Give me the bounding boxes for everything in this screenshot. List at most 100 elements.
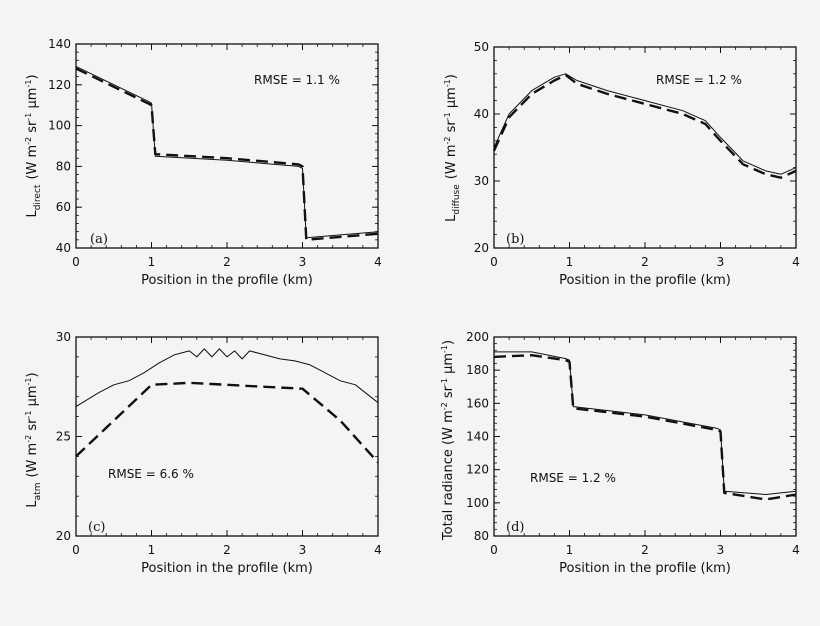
y-tick-label: 50 xyxy=(474,40,489,54)
series-line-reference xyxy=(75,65,379,239)
y-label-main: L xyxy=(25,500,40,508)
y-label-exponent: -2 xyxy=(443,137,452,145)
x-tick-label: 4 xyxy=(374,255,382,269)
y-label-unit: sr xyxy=(444,120,459,137)
series-line-reference xyxy=(493,73,797,175)
y-axis-label: Latm(W m-2 sr-1 μm-1) xyxy=(24,372,43,507)
x-tick-label: 0 xyxy=(72,543,80,557)
y-label-unit: μm xyxy=(441,353,456,378)
series-line-model xyxy=(493,354,797,501)
panel-b: 0 1 2 3 4 20 30 40 50 Position in the profile (km… xyxy=(443,40,800,288)
x-axis-label: Position in the profile (km) xyxy=(141,273,313,288)
x-tick-label: 4 xyxy=(374,543,382,557)
rmse-annotation: RMSE = 6.6 % xyxy=(108,467,194,481)
y-tick-label: 30 xyxy=(474,174,489,188)
plot-frame xyxy=(493,46,797,249)
plot-frame xyxy=(75,336,379,537)
x-tick-label: 0 xyxy=(490,255,498,269)
series-line-model xyxy=(75,381,379,464)
y-label-main: L xyxy=(25,210,40,218)
y-tick-label: 40 xyxy=(56,241,71,255)
y-axis-label: Ldiffuse(W m-2 sr-1 μm-1) xyxy=(443,74,462,222)
y-label-exponent: -2 xyxy=(24,137,33,145)
y-label-subscript: direct xyxy=(33,184,43,210)
x-tick-label: 1 xyxy=(148,255,156,269)
y-label-unit: ) xyxy=(25,74,40,79)
series-line-reference xyxy=(494,351,797,495)
x-tick-label: 0 xyxy=(490,543,498,557)
y-label-unit: (W m xyxy=(25,145,40,180)
y-label-unit: ) xyxy=(25,372,40,377)
y-axis-label: Ldirect(W m-2 sr-1 μm-1) xyxy=(24,74,43,217)
y-label-unit: ) xyxy=(444,74,459,79)
panel-c: 0 1 2 3 4 20 25 30 Position in the profile (km) L… xyxy=(24,330,382,576)
x-tick-label: 2 xyxy=(641,543,649,557)
panel-label: (d) xyxy=(506,520,524,535)
y-label-exponent: -2 xyxy=(24,435,33,443)
y-label-exponent: -1 xyxy=(24,411,33,419)
series-line-reference xyxy=(75,348,379,408)
x-tick-label: 3 xyxy=(299,543,307,557)
plot-frame xyxy=(493,336,797,537)
y-label-unit: μm xyxy=(25,385,40,410)
y-label-exponent: -1 xyxy=(24,113,33,121)
x-axis-label: Position in the profile (km) xyxy=(559,561,731,576)
x-axis-label: Position in the profile (km) xyxy=(559,273,731,288)
y-label-exponent: -1 xyxy=(443,112,452,120)
y-tick-label: 180 xyxy=(466,363,489,377)
y-tick-label: 30 xyxy=(56,330,71,344)
x-tick-label: 3 xyxy=(717,255,725,269)
y-label-exponent: -1 xyxy=(24,378,33,386)
y-tick-label: 40 xyxy=(474,107,489,121)
x-axis-label: Position in the profile (km) xyxy=(141,561,313,576)
panel-d: 0 1 2 3 4 80 100 120 140 160 180 200 Position in the… xyxy=(440,330,800,576)
y-label-subscript: diffuse xyxy=(452,184,462,215)
y-tick-label: 25 xyxy=(56,430,71,444)
x-tick-label: 3 xyxy=(717,543,725,557)
y-tick-label: 100 xyxy=(48,119,71,133)
x-tick-label: 2 xyxy=(641,255,649,269)
y-tick-label: 80 xyxy=(474,529,489,543)
y-label-unit: sr xyxy=(25,418,40,435)
y-label-exponent: -1 xyxy=(440,378,449,386)
y-label-unit: (W m xyxy=(25,443,40,478)
x-tick-label: 3 xyxy=(299,255,307,269)
series-line-model xyxy=(492,73,797,179)
y-label-exponent: -1 xyxy=(440,345,449,353)
x-tick-label: 2 xyxy=(223,543,231,557)
rmse-annotation: RMSE = 1.2 % xyxy=(530,471,616,485)
x-tick-label: 1 xyxy=(566,255,574,269)
y-label-unit: sr xyxy=(441,385,456,402)
x-tick-label: 0 xyxy=(72,255,80,269)
panel-a: 0 1 2 3 4 40 60 80 100 120 140 Position in the prof… xyxy=(24,37,382,288)
x-tick-label: 4 xyxy=(792,255,800,269)
y-tick-label: 140 xyxy=(466,430,489,444)
x-tick-label: 1 xyxy=(566,543,574,557)
y-label-main: L xyxy=(444,214,459,222)
y-tick-label: 120 xyxy=(466,463,489,477)
y-axis-label: Total radiance (W m-2 sr-1 μm-1) xyxy=(440,340,456,541)
y-tick-label: 160 xyxy=(466,396,489,410)
rmse-annotation: RMSE = 1.2 % xyxy=(656,73,742,87)
series-line-model xyxy=(75,67,379,242)
y-tick-label: 80 xyxy=(56,159,71,173)
y-label-exponent: -1 xyxy=(24,80,33,88)
y-label-unit: μm xyxy=(444,87,459,112)
y-tick-label: 140 xyxy=(48,37,71,51)
panel-label: (b) xyxy=(506,232,524,247)
y-label-unit: (W m xyxy=(444,145,459,180)
y-tick-label: 200 xyxy=(466,330,489,344)
y-label-exponent: -2 xyxy=(440,402,449,410)
panel-label: (a) xyxy=(90,232,108,247)
y-label-subscript: atm xyxy=(33,483,43,501)
y-label-unit: μm xyxy=(25,88,40,113)
x-tick-label: 2 xyxy=(223,255,231,269)
y-tick-label: 20 xyxy=(474,241,489,255)
y-tick-label: 20 xyxy=(56,529,71,543)
y-tick-label: 100 xyxy=(466,496,489,510)
x-tick-label: 1 xyxy=(148,543,156,557)
panel-label: (c) xyxy=(88,520,105,535)
y-tick-label: 60 xyxy=(56,200,71,214)
rmse-annotation: RMSE = 1.1 % xyxy=(254,73,340,87)
